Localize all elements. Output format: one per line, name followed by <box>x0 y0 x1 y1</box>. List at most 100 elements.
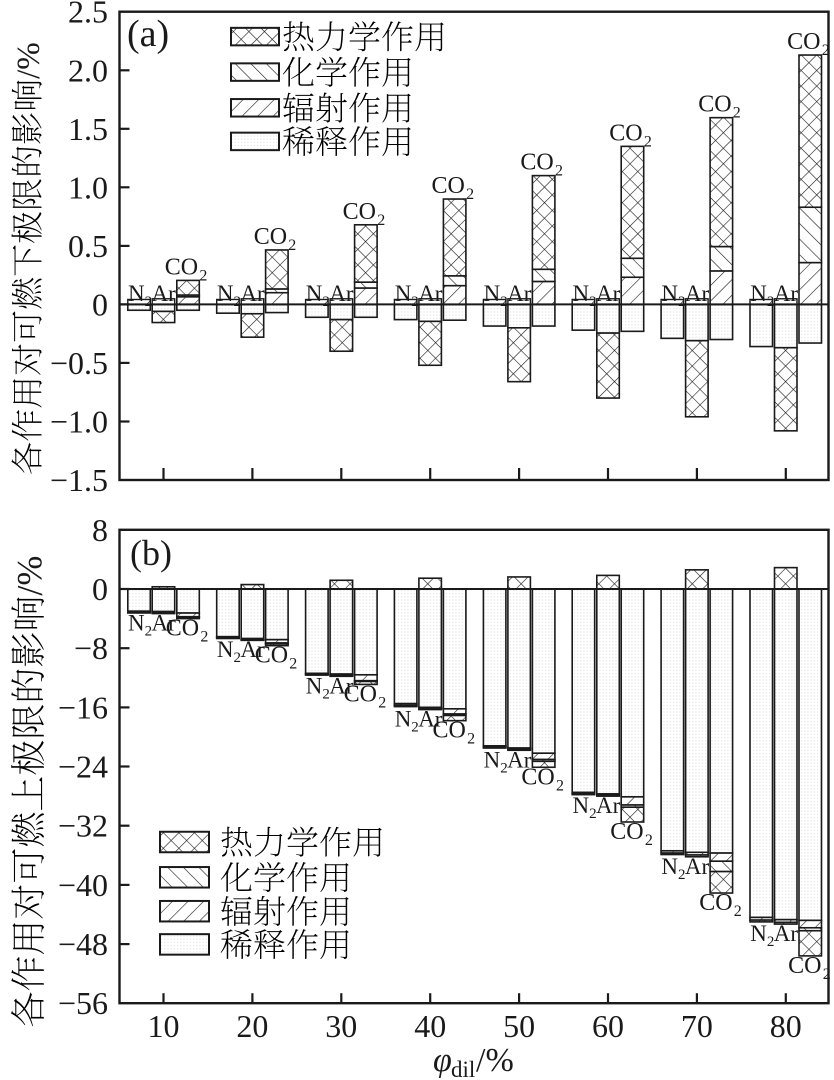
svg-text:CO: CO <box>165 254 198 280</box>
svg-text:2: 2 <box>767 934 775 950</box>
svg-text:Ar: Ar <box>685 281 710 306</box>
svg-text:N: N <box>484 281 501 306</box>
svg-text:CO: CO <box>343 199 376 225</box>
svg-text:Ar: Ar <box>152 281 177 306</box>
svg-text:N: N <box>306 673 323 698</box>
svg-text:2: 2 <box>678 867 686 883</box>
svg-text:N: N <box>750 921 767 946</box>
svg-text:2: 2 <box>288 237 296 254</box>
svg-text:2: 2 <box>378 694 386 711</box>
svg-text:2: 2 <box>234 294 242 310</box>
svg-text:2.5: 2.5 <box>68 0 108 30</box>
svg-text:2: 2 <box>734 903 742 920</box>
svg-text:N: N <box>661 854 678 879</box>
svg-text:2: 2 <box>289 656 297 673</box>
svg-text:(b): (b) <box>130 533 172 573</box>
svg-text:N: N <box>750 281 767 306</box>
svg-text:70: 70 <box>681 1008 713 1044</box>
svg-text:Ar: Ar <box>418 707 443 732</box>
svg-text:2: 2 <box>145 294 153 310</box>
svg-text:CO: CO <box>166 616 199 642</box>
svg-text:CO: CO <box>698 92 731 118</box>
svg-text:−56: −56 <box>58 985 108 1021</box>
svg-text:N: N <box>573 793 590 818</box>
svg-text:CO: CO <box>520 150 553 176</box>
svg-text:2.0: 2.0 <box>68 52 108 88</box>
svg-text:2: 2 <box>823 966 831 983</box>
svg-text:2: 2 <box>678 294 686 310</box>
svg-text:−8: −8 <box>74 630 108 666</box>
svg-text:2: 2 <box>467 731 475 748</box>
svg-text:N: N <box>661 281 678 306</box>
svg-text:2: 2 <box>556 777 564 794</box>
svg-text:2: 2 <box>234 650 242 666</box>
svg-text:/%: /% <box>9 556 49 596</box>
svg-text:2: 2 <box>322 686 330 702</box>
svg-text:Ar: Ar <box>240 281 265 306</box>
svg-text:2: 2 <box>145 623 153 639</box>
svg-text:Ar: Ar <box>685 854 710 879</box>
svg-text:2: 2 <box>500 294 508 310</box>
svg-text:(a): (a) <box>127 13 169 55</box>
svg-text:2: 2 <box>199 267 207 284</box>
svg-text:CO: CO <box>344 681 377 707</box>
svg-text:2: 2 <box>822 42 830 59</box>
svg-text:Ar: Ar <box>329 673 354 698</box>
svg-text:−32: −32 <box>58 808 108 844</box>
svg-text:CO: CO <box>254 224 287 250</box>
svg-text:−48: −48 <box>58 926 108 962</box>
svg-text:Ar: Ar <box>418 281 443 306</box>
svg-text:30: 30 <box>325 1008 357 1044</box>
svg-text:N: N <box>217 637 234 662</box>
svg-text:CO: CO <box>699 890 732 916</box>
svg-text:Ar: Ar <box>774 921 799 946</box>
svg-text:0.5: 0.5 <box>68 228 108 264</box>
svg-text:N: N <box>573 281 590 306</box>
svg-text:8: 8 <box>92 512 108 548</box>
svg-text:2: 2 <box>377 212 385 229</box>
svg-text:0: 0 <box>92 571 108 607</box>
svg-text:2: 2 <box>589 806 597 822</box>
svg-text:CO: CO <box>609 120 642 146</box>
svg-text:−24: −24 <box>58 749 108 785</box>
svg-text:2: 2 <box>767 294 775 310</box>
svg-text:2: 2 <box>733 105 741 122</box>
svg-text:Ar: Ar <box>596 281 621 306</box>
svg-text:2: 2 <box>200 629 208 646</box>
svg-text:CO: CO <box>255 643 288 669</box>
svg-text:10: 10 <box>148 1008 180 1044</box>
svg-text:80: 80 <box>770 1008 802 1044</box>
svg-text:2: 2 <box>589 294 597 310</box>
svg-text:1.5: 1.5 <box>68 111 108 147</box>
svg-text:2: 2 <box>466 186 474 203</box>
svg-text:CO: CO <box>610 819 643 845</box>
svg-text:−1.0: −1.0 <box>50 404 108 440</box>
svg-text:φ: φ <box>433 1042 452 1079</box>
svg-text:Ar: Ar <box>507 747 532 772</box>
svg-text:1.0: 1.0 <box>68 169 108 205</box>
svg-text:CO: CO <box>787 29 820 55</box>
svg-text:N: N <box>484 747 501 772</box>
svg-text:2: 2 <box>322 294 330 310</box>
svg-text:N: N <box>306 281 323 306</box>
svg-text:/%: /% <box>476 1042 514 1079</box>
svg-text:Ar: Ar <box>329 281 354 306</box>
svg-text:CO: CO <box>433 718 466 744</box>
svg-text:−16: −16 <box>58 689 108 725</box>
svg-text:Ar: Ar <box>507 281 532 306</box>
svg-text:N: N <box>395 281 412 306</box>
svg-text:CO: CO <box>521 764 554 790</box>
svg-text:Ar: Ar <box>152 610 177 635</box>
svg-text:60: 60 <box>592 1008 624 1044</box>
svg-text:2: 2 <box>411 720 419 736</box>
svg-text:20: 20 <box>236 1008 268 1044</box>
svg-text:Ar: Ar <box>596 793 621 818</box>
svg-text:40: 40 <box>414 1008 446 1044</box>
svg-text:CO: CO <box>788 953 821 979</box>
svg-text:2: 2 <box>500 760 508 776</box>
svg-text:Ar: Ar <box>774 281 799 306</box>
svg-text:N: N <box>217 281 234 306</box>
svg-text:CO: CO <box>432 173 465 199</box>
svg-text:50: 50 <box>503 1008 535 1044</box>
svg-text:/%: /% <box>11 42 47 79</box>
